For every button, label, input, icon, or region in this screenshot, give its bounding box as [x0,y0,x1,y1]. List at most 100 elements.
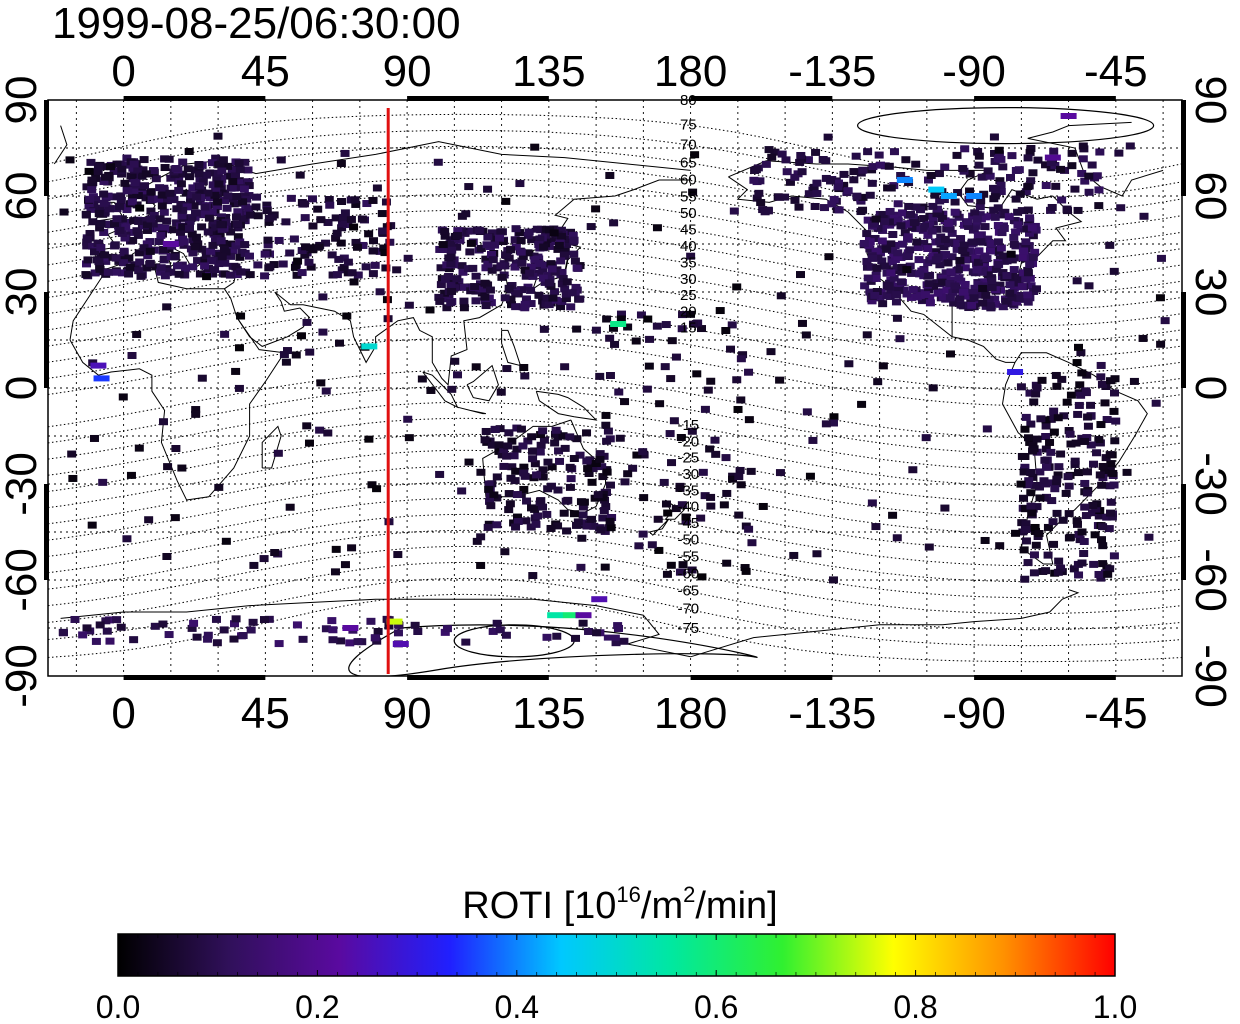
roti-cell [95,204,105,212]
roti-cell [220,330,230,338]
roti-cell [353,271,363,279]
roti-cell [178,170,188,178]
roti-cell [70,615,80,623]
roti-cell [193,257,203,265]
roti-cell [353,638,363,646]
roti-cell [1086,401,1096,409]
roti-cell [950,208,960,216]
roti-cell [530,460,540,468]
roti-cell [575,295,585,303]
roti-cell [959,288,969,296]
roti-cell [565,483,575,491]
roti-cell [893,200,903,208]
roti-cell [122,154,132,162]
roti-cell [542,294,552,302]
roti-cell [901,156,911,164]
roti-cell [653,515,663,523]
roti-cell [1076,391,1086,399]
roti-cell [202,171,212,179]
roti-cell [752,194,762,202]
roti-cell [544,279,554,287]
roti-cell [754,189,764,197]
roti-cell [150,622,160,630]
roti-cell [403,254,413,262]
roti-cell [343,258,353,266]
roti-cell [188,263,198,271]
roti-cell [1019,254,1029,262]
roti-cell [1006,173,1016,181]
roti-cell [192,633,202,641]
roti-cell [507,463,517,471]
roti-cell [584,627,594,635]
roti-cell [546,260,556,268]
roti-cell [593,491,603,499]
roti-cell [234,178,244,186]
roti-cell [1009,266,1019,274]
roti-cell [159,186,169,194]
roti-cell [210,220,220,228]
roti-cell [127,228,137,236]
roti-cell [1062,398,1072,406]
roti-cell [304,439,314,447]
roti-cell [457,487,467,495]
maglat-label: -35 [677,482,699,499]
y-tick-label-left: -90 [0,644,46,708]
roti-cell [527,504,537,512]
roti-cell [820,204,830,212]
roti-cell [829,413,839,421]
roti-cell [157,191,167,199]
roti-cell [744,416,754,424]
roti-cell [735,466,745,474]
roti-cell [170,514,180,522]
roti-cell [492,619,502,627]
roti-cell [336,159,346,167]
roti-cell [802,408,812,416]
roti-cell [1097,481,1107,489]
roti-cell [1025,261,1035,269]
roti-cell [244,182,254,190]
roti-cell [226,228,236,236]
roti-cell [366,617,376,625]
roti-cell [888,511,898,519]
frame-bar-top [407,96,549,101]
roti-cell [927,227,937,235]
roti-cell-hot [575,612,592,619]
roti-cell [1043,551,1053,559]
roti-cell [444,265,454,273]
roti-cell [562,240,572,248]
roti-cell [865,288,875,296]
roti-cell [592,629,602,637]
y-tick-label-right: -30 [1186,452,1235,516]
roti-cell [1075,381,1085,389]
roti-cell [1105,241,1115,249]
roti-cell [149,211,159,219]
roti-cell [572,264,582,272]
roti-cell [1016,225,1026,233]
roti-cell [613,624,623,632]
roti-cell [1027,224,1037,232]
roti-cell [1041,433,1051,441]
roti-cell [1089,460,1099,468]
roti-cell [893,249,903,257]
roti-cell [1094,570,1104,578]
roti-cell [86,158,96,166]
roti-cell [987,284,997,292]
roti-cell [270,549,280,557]
roti-cell [213,198,223,206]
roti-cell [139,156,149,164]
roti-cell [692,370,702,378]
roti-cell [531,520,541,528]
roti-cell [264,218,274,226]
frame-bar-bottom [690,675,833,680]
roti-cell [234,344,244,352]
roti-cell [666,375,676,383]
roti-cell [947,229,957,237]
roti-cell [982,255,992,263]
roti-cell [453,371,463,379]
roti-cell [782,168,792,176]
roti-cell [159,245,169,253]
roti-cell [158,195,168,203]
roti-cell [295,171,305,179]
roti-cell [1026,468,1036,476]
roti-cell [116,623,126,631]
